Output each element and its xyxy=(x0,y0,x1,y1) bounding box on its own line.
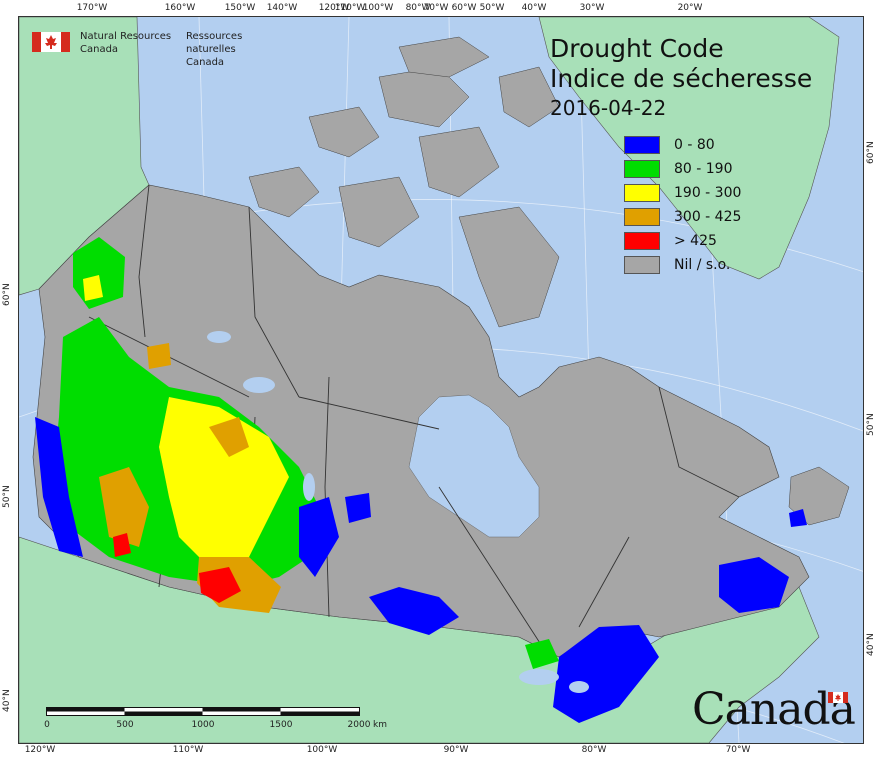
legend-label: 80 - 190 xyxy=(674,161,733,177)
tick-top-120w: 120°W xyxy=(318,3,350,13)
tick-top-170w: 170°W xyxy=(76,3,108,13)
map-title: Drought Code Indice de sécheresse 2016-0… xyxy=(550,34,812,122)
map-svg xyxy=(19,17,863,743)
tick-top-100w: 100°W xyxy=(362,3,394,13)
tick-top-50w: 50°W xyxy=(479,3,505,13)
scale-label: 1000 xyxy=(191,720,215,730)
tick-top-30w: 30°W xyxy=(579,3,605,13)
scale-bar-graphic xyxy=(46,707,360,716)
tick-right-50n: 50°N xyxy=(866,413,876,436)
legend-swatch xyxy=(624,208,660,226)
tick-right-40n: 40°N xyxy=(866,633,876,656)
dc-prairie-blue-patch xyxy=(299,497,339,577)
dc-quebec-ontario-blue xyxy=(553,625,659,723)
title-english: Drought Code xyxy=(550,34,724,63)
dc-yukon-yellow-patch xyxy=(83,275,103,301)
legend-swatch xyxy=(624,232,660,250)
scale-label: 500 xyxy=(116,720,134,730)
legend-label: 300 - 425 xyxy=(674,209,742,225)
legend-swatch xyxy=(624,256,660,274)
scale-label: 2000 xyxy=(347,720,371,730)
tick-bottom-110w: 110°W xyxy=(172,745,204,755)
legend-swatch xyxy=(624,160,660,178)
newfoundland xyxy=(788,466,850,526)
legend-label: Nil / s.o. xyxy=(674,257,731,273)
dc-great-lakes-green-patch xyxy=(525,639,559,669)
tick-bottom-90w: 90°W xyxy=(443,745,469,755)
scale-bar: 0 500 1000 1500 2000 km xyxy=(44,704,387,734)
dc-red-south-patch xyxy=(199,567,241,603)
tick-top-110w: 110°W xyxy=(334,3,366,13)
dc-nwt-orange-patch xyxy=(147,343,171,369)
hudson-bay xyxy=(408,394,540,538)
legend-swatch xyxy=(624,136,660,154)
dc-western-yellow-field xyxy=(159,397,289,567)
scale-unit: km xyxy=(373,720,387,730)
tick-left-50n: 50°N xyxy=(2,485,12,508)
tick-bottom-70w: 70°W xyxy=(725,745,751,755)
tick-top-150w: 150°W xyxy=(224,3,256,13)
canada-flag-icon xyxy=(32,32,70,52)
tick-left-60n: 60°N xyxy=(2,283,12,306)
tick-bottom-80w: 80°W xyxy=(581,745,607,755)
wordmark-flag-icon xyxy=(828,692,848,703)
arctic-archipelago xyxy=(248,36,560,328)
dc-northwestern-ontario-blue xyxy=(369,587,459,635)
dc-bc-coast-blue xyxy=(35,417,83,557)
tick-left-40n: 40°N xyxy=(2,689,12,712)
dc-red-bc-patch xyxy=(113,533,131,557)
map-date: 2016-04-22 xyxy=(550,96,667,120)
legend-swatch xyxy=(624,184,660,202)
tick-bottom-120w: 120°W xyxy=(24,745,56,755)
tick-top-80w: 80°W xyxy=(405,3,431,13)
tick-top-60w: 60°W xyxy=(451,3,477,13)
agency-signature: Natural Resources Canada Ressources natu… xyxy=(32,30,242,68)
dc-maritimes-blue xyxy=(719,557,789,613)
map-canvas xyxy=(18,16,864,744)
dc-orange-alberta-patch xyxy=(209,417,249,457)
tick-top-160w: 160°W xyxy=(164,3,196,13)
dc-manitoba-blue-patch xyxy=(345,493,371,523)
tick-top-40w: 40°W xyxy=(521,3,547,13)
lakes xyxy=(207,331,589,693)
tick-top-20w: 20°W xyxy=(677,3,703,13)
tick-bottom-100w: 100°W xyxy=(306,745,338,755)
dc-western-orange-field xyxy=(99,467,149,547)
tick-top-140w: 140°W xyxy=(266,3,298,13)
tick-top-70w: 70°W xyxy=(423,3,449,13)
dc-newfoundland-blue-patch xyxy=(789,509,807,527)
scale-label: 1500 xyxy=(269,720,293,730)
agency-name-fr: Ressources naturelles Canada xyxy=(186,31,243,68)
scale-label: 0 xyxy=(44,720,50,730)
tick-right-60n: 60°N xyxy=(866,141,876,164)
greenland-landmass xyxy=(538,17,840,280)
legend-label: 0 - 80 xyxy=(674,137,715,153)
legend-label: > 425 xyxy=(674,233,717,249)
title-french: Indice de sécheresse xyxy=(550,64,813,93)
agency-name-en: Natural Resources Canada xyxy=(80,31,172,55)
legend-label: 190 - 300 xyxy=(674,185,742,201)
